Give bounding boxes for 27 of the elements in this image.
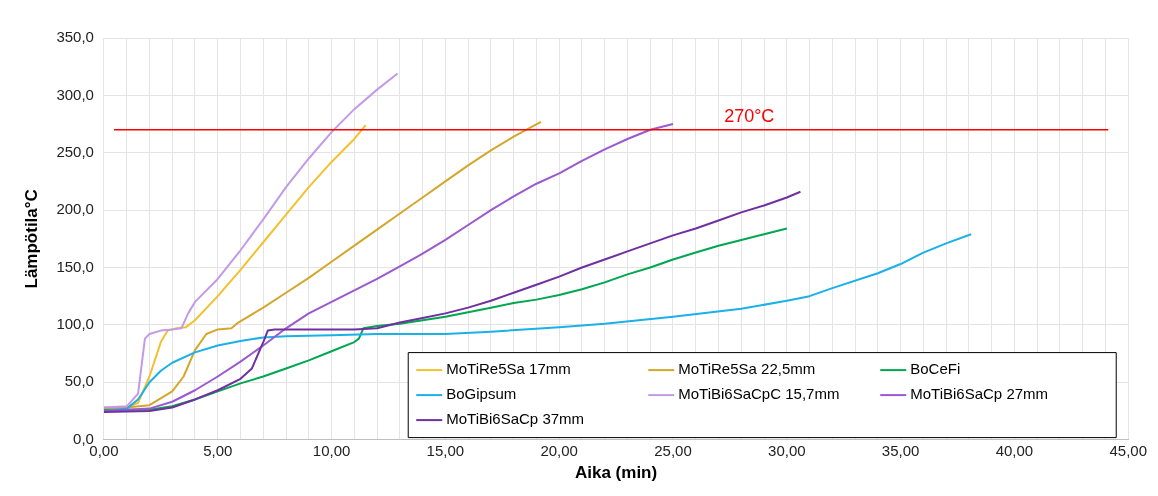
y-tick-label: 350,0 bbox=[56, 28, 94, 46]
legend-label: MoTiBi6SaCp 37mm bbox=[446, 410, 585, 428]
x-tick-label: 25,00 bbox=[654, 441, 692, 459]
ref-line-label: 270°C bbox=[724, 105, 775, 126]
y-tick-label: 0,0 bbox=[73, 429, 94, 447]
x-tick-label: 30,00 bbox=[768, 441, 806, 459]
x-tick-label: 35,00 bbox=[881, 441, 920, 459]
y-tick-label: 50,0 bbox=[64, 372, 94, 390]
x-tick-label: 5,00 bbox=[203, 441, 233, 459]
x-tick-label: 40,00 bbox=[995, 441, 1034, 459]
y-tick-label: 300,0 bbox=[56, 85, 94, 103]
x-tick-label: 20,00 bbox=[540, 441, 578, 459]
y-tick-label: 150,0 bbox=[56, 257, 94, 275]
legend-label: MoTiRe5Sa 22,5mm bbox=[678, 360, 816, 378]
legend-label: BoCeFi bbox=[910, 360, 961, 378]
x-tick-label: 10,00 bbox=[312, 441, 351, 459]
x-axis-title: Aika (min) bbox=[574, 463, 658, 483]
x-tick-label: 45,00 bbox=[1109, 441, 1148, 459]
y-tick-label: 250,0 bbox=[56, 142, 94, 160]
legend-label: BoGipsum bbox=[446, 385, 517, 403]
y-axis-title: Lämpötila°C bbox=[21, 189, 41, 289]
legend-label: MoTiRe5Sa 17mm bbox=[446, 360, 571, 378]
y-tick-label: 200,0 bbox=[56, 200, 94, 218]
y-tick-label: 100,0 bbox=[56, 315, 94, 332]
legend-label: MoTiBi6SaCp 27mm bbox=[910, 385, 1049, 403]
x-tick-label: 15,00 bbox=[426, 441, 465, 459]
legend-label: MoTiBi6SaCpC 15,7mm bbox=[678, 385, 840, 403]
